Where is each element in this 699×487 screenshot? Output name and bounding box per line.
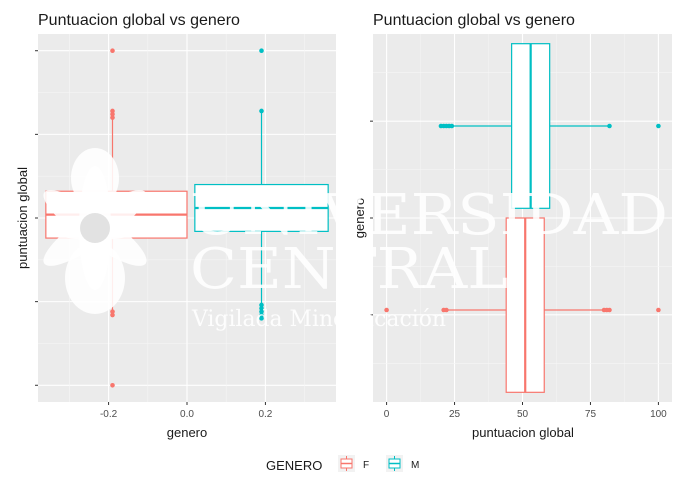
right-outlier-point	[607, 307, 612, 313]
right-outlier-point	[444, 307, 449, 313]
watermark-line-1: UNIVERSIDAD	[190, 183, 668, 248]
left-chart-title: Puntuacion global vs genero	[38, 12, 240, 29]
right-x-tick-label: 0	[384, 409, 390, 420]
right-x-axis-title: puntuacion global	[472, 425, 574, 440]
left-outlier-point	[110, 111, 115, 117]
left-outlier-point	[259, 108, 264, 114]
left-outlier-point	[110, 115, 115, 120]
left-outlier-point	[259, 302, 264, 308]
left-x-tick-label: -0.2	[100, 409, 118, 420]
right-boxplots	[384, 43, 661, 393]
left-outlier-point	[110, 382, 115, 388]
left-x-axis-title: genero	[167, 425, 207, 440]
right-outlier-point	[656, 307, 661, 313]
right-outlier-point	[656, 123, 661, 129]
legend-item-F: F	[338, 455, 369, 472]
right-outlier-point	[607, 123, 612, 129]
right-chart-panel: Puntuacion global vs genero 0 25 50 75 100 p…	[352, 12, 672, 440]
right-x-tick-label: 100	[650, 409, 667, 420]
left-outlier-point	[259, 312, 264, 318]
right-boxplot-F	[384, 217, 661, 393]
left-x-tick-label: 0.2	[258, 409, 272, 420]
left-outlier-point	[110, 309, 115, 314]
right-y-axis-title: genero	[352, 198, 367, 238]
left-outlier-point	[110, 312, 115, 318]
left-y-axis-title: puntuacion global	[15, 167, 30, 269]
watermark-line-2: CENTRAL	[190, 237, 508, 302]
right-outlier-point	[449, 123, 455, 129]
right-boxplot-M	[438, 43, 661, 209]
university-watermark: UNIVERSIDAD CENTRAL Vigilada Mineducació…	[43, 148, 668, 332]
right-chart-title: Puntuacion global vs genero	[373, 12, 575, 29]
left-x-ticks: -0.2 0.0 0.2	[35, 50, 273, 420]
watermark-line-3: Vigilada Mineducación	[191, 307, 446, 332]
legend-item-M: M	[386, 455, 419, 472]
left-outlier-point	[259, 309, 264, 314]
legend-item-label: F	[363, 460, 369, 471]
left-outlier-point	[259, 316, 264, 321]
left-outlier-point	[259, 48, 264, 54]
lotus-flower-icon	[43, 148, 147, 314]
left-outlier-point	[110, 108, 115, 114]
left-boxplot-M	[194, 48, 329, 321]
left-x-tick-label: 0.0	[180, 409, 194, 420]
right-outlier-point	[384, 307, 389, 313]
left-outlier-point	[259, 306, 264, 311]
right-x-tick-label: 50	[517, 409, 529, 420]
right-x-tick-label: 25	[449, 409, 461, 420]
legend-item-label: M	[411, 460, 419, 471]
left-outlier-point	[110, 48, 115, 54]
right-x-tick-label: 75	[585, 409, 597, 420]
legend-title: GENERO	[266, 458, 322, 473]
right-x-ticks: 0 25 50 75 100	[370, 120, 667, 420]
